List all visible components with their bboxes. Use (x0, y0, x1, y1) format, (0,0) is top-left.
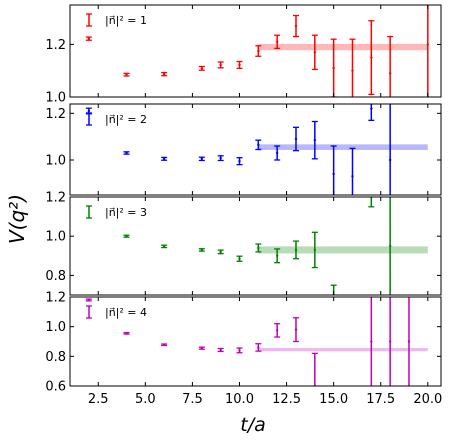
data-point (162, 157, 166, 161)
data-point (238, 257, 241, 260)
data-point (294, 24, 298, 28)
data-point (219, 348, 222, 352)
data-point (388, 72, 392, 75)
plot-area (85, 297, 428, 386)
data-point (313, 51, 317, 54)
y-tick-label: 1.2 (45, 38, 66, 53)
x-tick-label: 5.0 (135, 392, 156, 407)
data-point (238, 63, 241, 67)
y-tick-label: 1.0 (45, 320, 66, 335)
x-axis-label: t/a (240, 414, 266, 436)
data-point (257, 143, 260, 147)
data-point (275, 329, 279, 332)
y-tick-label: 1.0 (45, 230, 66, 245)
plot-area (85, 104, 428, 195)
y-tick-label: 0.8 (45, 350, 66, 365)
data-point (257, 246, 260, 250)
data-point (332, 66, 335, 70)
x-tick-label: 15.0 (319, 392, 348, 407)
x-tick-label: 17.5 (366, 392, 395, 407)
fit-band (258, 43, 428, 51)
legend-label: |n⃗|² = 1 (105, 14, 147, 27)
data-point (162, 245, 166, 248)
data-point (219, 250, 222, 254)
panels: 1.01.2|n⃗|² = 11.01.2 |n⃗|² = 20.81.01.2|… (45, 4, 442, 408)
data-point (162, 72, 166, 76)
data-point (426, 43, 430, 46)
data-point (370, 340, 373, 343)
data-point (87, 109, 91, 113)
data-point (294, 248, 298, 252)
data-point (125, 73, 128, 76)
fit-band (258, 246, 428, 254)
x-tick-label: 7.5 (182, 392, 203, 407)
data-point (351, 69, 354, 72)
data-point (200, 67, 204, 70)
data-point (275, 40, 279, 43)
data-point (388, 340, 392, 343)
x-tick-label: 12.5 (272, 392, 301, 407)
x-tick-label: 10.0 (225, 392, 254, 407)
legend-label: |n⃗|² = 2 (105, 113, 147, 126)
data-point (125, 151, 128, 155)
y-tick-label: 1.0 (45, 154, 66, 169)
data-point (388, 158, 392, 162)
data-point (125, 332, 128, 335)
panel-2: 1.0 1.2 |n⃗|² = 2 (45, 103, 442, 196)
panel-3: 0.8 1.0 1.2 |n⃗|² = 3 (45, 191, 442, 296)
x-tick-label: 2.5 (88, 392, 109, 407)
data-point (370, 56, 373, 59)
data-point (200, 346, 204, 350)
panel-frame (69, 296, 442, 387)
y-tick-label: 0.8 (45, 269, 66, 284)
y-tick-label: 1.2 (45, 107, 66, 122)
fit-band (258, 348, 428, 352)
y-tick-label: 0.6 (45, 380, 66, 395)
panel-frame (69, 4, 442, 98)
y-tick-label: 1.2 (45, 191, 66, 206)
data-point (87, 298, 91, 302)
plot-area (85, 5, 430, 97)
panel-4: 2.5 5.0 7.5 10.0 12.5 15.0 17.5 20.0 0.6 0.8 1.0 1.… (45, 291, 442, 408)
data-point (313, 138, 317, 142)
panel-frame (69, 196, 442, 296)
data-point (238, 349, 241, 352)
data-point (162, 343, 166, 346)
x-tick-label: 20.0 (413, 392, 442, 407)
plot-area (123, 197, 428, 295)
data-point (200, 248, 204, 252)
data-point (200, 157, 204, 161)
data-point (219, 63, 222, 67)
y-axis-label: V(q²) (5, 194, 29, 244)
data-point (257, 346, 260, 349)
legend-label: |n⃗|² = 4 (105, 306, 147, 319)
y-tick-label: 1.0 (45, 91, 66, 106)
data-point (257, 49, 260, 53)
data-point (87, 37, 91, 40)
legend-label: |n⃗|² = 3 (105, 206, 147, 219)
data-point (219, 156, 222, 160)
data-point (370, 107, 373, 110)
data-point (313, 248, 317, 252)
data-point (388, 244, 392, 248)
data-point (275, 151, 279, 155)
data-point (275, 254, 279, 257)
panel-frame (69, 103, 442, 196)
data-point (332, 172, 335, 176)
data-point (407, 340, 411, 343)
data-point (294, 328, 298, 331)
y-tick-label: 1.2 (45, 291, 66, 306)
data-point (125, 235, 128, 238)
data-point (351, 175, 354, 178)
data-point (294, 137, 298, 141)
fit-band (258, 144, 428, 150)
data-point (238, 159, 241, 163)
panel-1: 1.0 1.2 |n⃗|² = 1 (45, 4, 442, 106)
